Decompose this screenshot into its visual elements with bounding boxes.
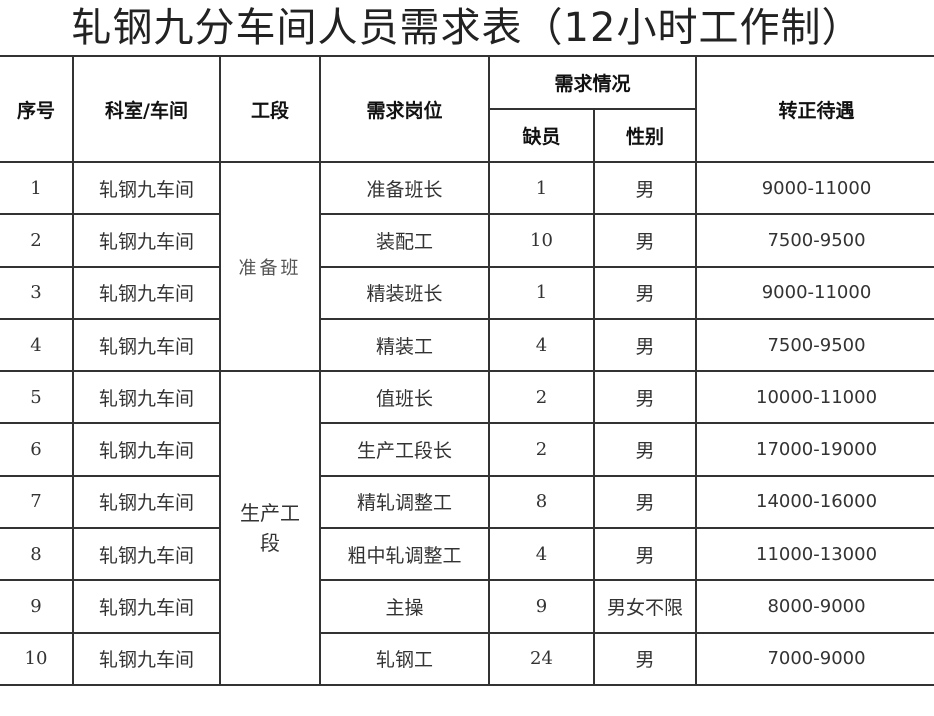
table-row: 1 轧钢九车间 准备班 准备班长 1 男 9000-11000 [0,160,934,373]
header-section: 工段 [219,55,321,163]
row-gender: 男 [592,370,698,425]
row-index: 2 [0,213,74,268]
page-title: 轧钢九分车间人员需求表（12小时工作制） [71,5,863,51]
row-salary: 9000-11000 [695,160,934,216]
header-index: 序号 [0,55,74,163]
row-department: 轧钢九车间 [72,317,221,373]
row-department: 轧钢九车间 [72,265,221,320]
row-position: 准备班长 [319,160,490,216]
row-index: 6 [0,422,74,477]
table-row: 3 轧钢九车间 精装班长 1 男 9000-11000 [0,265,934,320]
row-position: 精装班长 [319,265,490,320]
table-row: 2 轧钢九车间 装配工 10 男 7500-9500 [0,213,934,268]
row-shortage: 9 [488,579,595,634]
header-department: 科室/车间 [72,55,221,163]
row-position: 值班长 [319,370,490,425]
row-department: 轧钢九车间 [72,422,221,477]
row-index: 7 [0,474,74,530]
header-shortage: 缺员 [489,108,595,163]
row-index: 10 [0,631,74,686]
row-salary: 17000-19000 [695,422,934,477]
row-gender: 男女不限 [592,579,698,634]
table-row: 10 轧钢九车间 轧钢工 24 男 7000-9000 [0,631,934,686]
row-shortage: 1 [488,160,595,216]
row-position: 装配工 [319,213,490,268]
row-salary: 10000-11000 [695,370,934,425]
row-gender: 男 [592,422,698,477]
staff-demand-table: 序号 科室/车间 工段 需求岗位 需求情况 转正待遇 缺员 性别 1 轧钢九车间准… [0,55,934,686]
row-shortage: 4 [488,317,595,373]
row-shortage: 10 [488,213,595,268]
row-gender: 男 [592,631,698,686]
row-department: 轧钢九车间 [72,370,221,425]
row-index: 5 [0,370,74,425]
row-position: 主操 [319,579,490,634]
row-gender: 男 [592,160,698,216]
table-row: 9 轧钢九车间 主操 9 男女不限 8000-9000 [0,579,934,634]
row-gender: 男 [592,213,698,268]
row-shortage: 4 [488,527,595,582]
row-department: 轧钢九车间 [72,631,221,686]
row-position: 轧钢工 [319,631,490,686]
table-row: 8 轧钢九车间 粗中轧调整工 4 男 11000-13000 [0,527,934,582]
table-row: 5 轧钢九车间 生产工段 值班长 2 男 10000-11000 [0,370,934,686]
row-department: 轧钢九车间 [72,527,221,582]
header-row: 序号 科室/车间 工段 需求岗位 需求情况 转正待遇 [0,55,934,163]
row-shortage: 2 [488,370,595,425]
row-shortage: 8 [488,474,595,530]
row-department: 轧钢九车间 [72,213,221,268]
row-salary: 14000-16000 [695,474,934,530]
row-gender: 男 [592,265,698,320]
table-row: 6 轧钢九车间 生产工段长 2 男 17000-19000 [0,422,934,477]
header-subrow: 缺员 性别 [0,108,934,163]
section-cell: 生产工段 [219,370,321,686]
row-salary: 9000-11000 [695,265,934,320]
row-salary: 7500-9500 [695,317,934,373]
row-department: 轧钢九车间 [72,474,221,530]
row-position: 生产工段长 [319,422,490,477]
row-position: 精轧调整工 [319,474,490,530]
row-department: 轧钢九车间 [72,579,221,634]
header-demand: 需求情况 [487,55,698,110]
row-department: 轧钢九车间 [72,160,221,216]
row-index: 3 [0,265,74,320]
row-shortage: 2 [488,422,595,477]
header-salary: 转正待遇 [695,55,934,163]
row-position: 粗中轧调整工 [319,527,490,582]
row-salary: 7000-9000 [695,631,934,686]
row-salary: 11000-13000 [695,527,934,582]
row-salary: 8000-9000 [695,579,934,634]
row-shortage: 24 [488,631,595,686]
row-index: 4 [0,317,74,373]
header-gender: 性别 [592,108,697,163]
table-row: 7 轧钢九车间 精轧调整工 8 男 14000-16000 [0,474,934,530]
row-index: 9 [0,579,74,634]
row-gender: 男 [592,474,698,530]
header-position: 需求岗位 [319,55,490,163]
row-index: 8 [0,527,74,582]
row-shortage: 1 [488,265,595,320]
row-index: 1 [0,160,74,216]
row-salary: 7500-9500 [695,213,934,268]
row-position: 精装工 [319,317,490,373]
table-row: 4 轧钢九车间 精装工 4 男 7500-9500 [0,317,934,373]
row-gender: 男 [592,527,698,582]
row-gender: 男 [592,317,698,373]
section-cell: 准备班 [219,160,321,373]
